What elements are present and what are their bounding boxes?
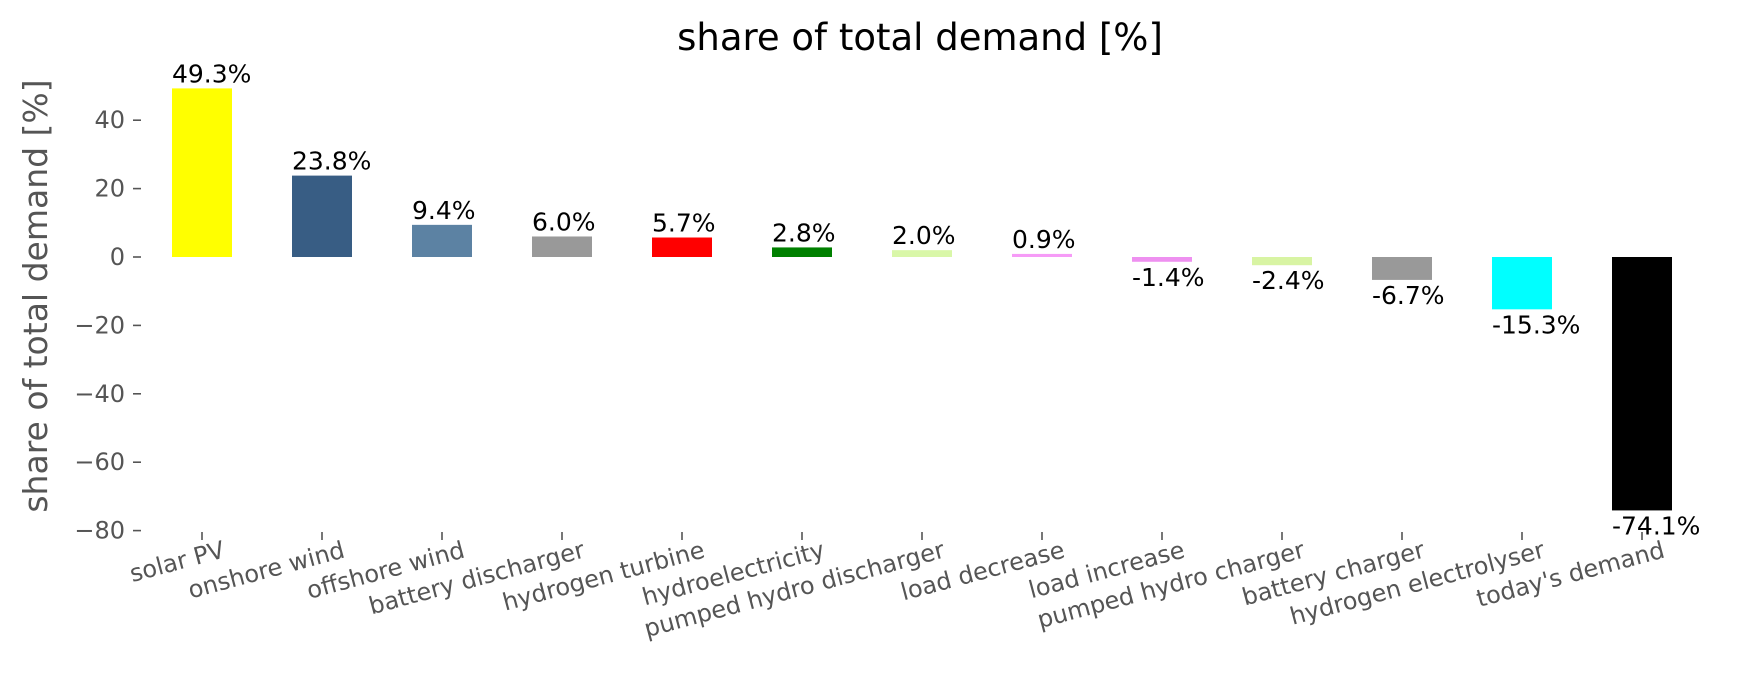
bars xyxy=(172,88,1672,511)
value-label: -1.4% xyxy=(1132,263,1205,292)
y-tick-label: 20 xyxy=(94,175,125,203)
y-tick-label: 40 xyxy=(94,106,125,134)
bar xyxy=(1492,257,1552,310)
chart-title: share of total demand [%] xyxy=(677,16,1163,59)
value-label: -2.4% xyxy=(1252,266,1325,295)
value-label: 2.8% xyxy=(772,218,836,247)
y-tick-label: −20 xyxy=(74,311,125,339)
value-label: -6.7% xyxy=(1372,281,1445,310)
bar xyxy=(1372,257,1432,280)
bar xyxy=(1252,257,1312,266)
bar xyxy=(172,88,232,257)
y-axis: −80 −60 −40 −20 0 20 40 xyxy=(74,106,141,545)
value-label: 6.0% xyxy=(532,207,596,236)
bar xyxy=(1612,257,1672,511)
bar xyxy=(652,237,712,257)
value-label: 23.8% xyxy=(292,147,371,176)
bar xyxy=(532,236,592,257)
y-tick-label: −60 xyxy=(74,448,125,476)
value-labels: 49.3% 23.8% 9.4% 6.0% 5.7% 2.8% 2.0% 0.9% -1.4% -… xyxy=(172,59,1700,540)
bar xyxy=(292,175,352,257)
y-axis-label: share of total demand [%] xyxy=(16,79,55,512)
value-label: 49.3% xyxy=(172,59,251,88)
bar xyxy=(892,250,952,257)
value-label: -15.3% xyxy=(1492,310,1580,339)
bar xyxy=(1132,257,1192,262)
value-label: 0.9% xyxy=(1012,225,1076,254)
value-label: 5.7% xyxy=(652,209,716,238)
y-tick-label: −80 xyxy=(74,517,125,545)
bar xyxy=(1012,253,1072,257)
bar xyxy=(412,224,472,257)
value-label: -74.1% xyxy=(1612,511,1700,540)
y-tick-label: −40 xyxy=(74,380,125,408)
bar xyxy=(772,247,832,257)
y-tick-label: 0 xyxy=(110,243,125,271)
value-label: 2.0% xyxy=(892,221,956,250)
value-label: 9.4% xyxy=(412,196,476,225)
